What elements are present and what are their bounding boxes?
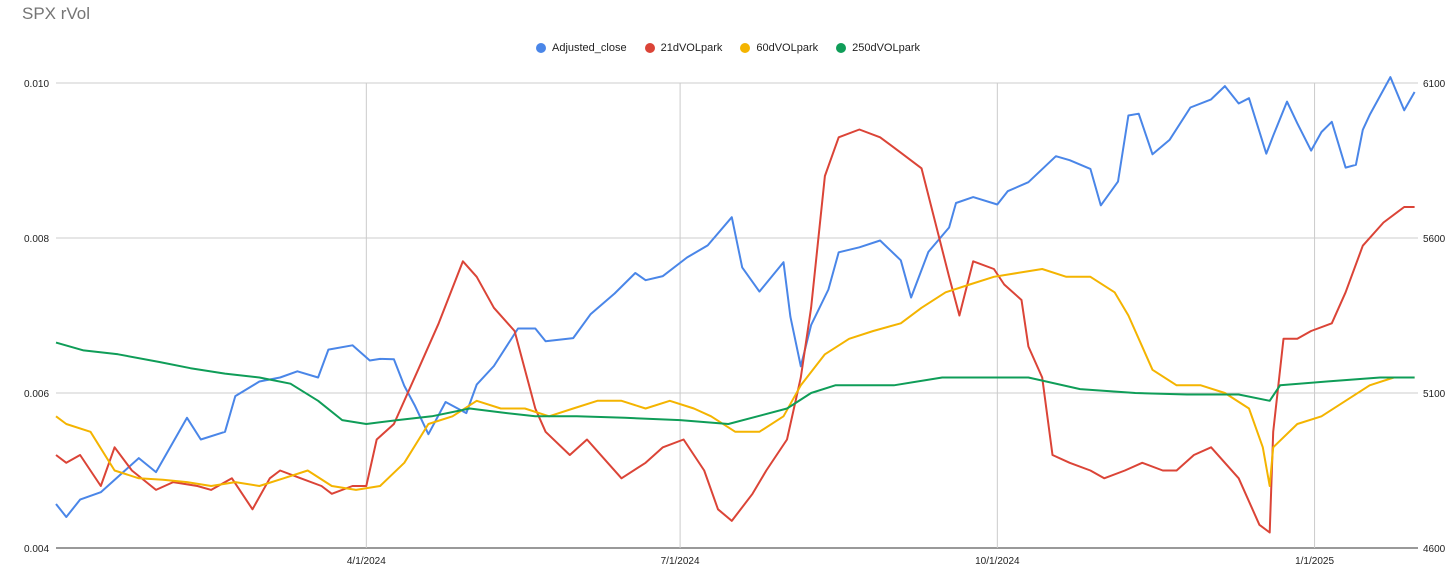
series-line-250dvolpark	[55, 341, 1415, 425]
legend-swatch	[535, 43, 546, 53]
y-right-tick-label: 5600	[1423, 234, 1446, 245]
y-left-tick-label: 0.010	[24, 79, 49, 90]
x-tick-label: 1/1/2025	[1295, 556, 1334, 567]
legend-label: 60dVOLpark	[756, 42, 819, 54]
chart-title: SPX rVol	[22, 4, 91, 23]
legend-item: 60dVOLpark	[740, 42, 818, 54]
series-line-60dvolpark	[55, 268, 1415, 491]
series-line-adjusted-close	[55, 76, 1416, 518]
y-right-tick-label: 6100	[1423, 79, 1446, 90]
x-tick-label: 7/1/2024	[661, 556, 700, 567]
y-left-tick-label: 0.006	[24, 389, 49, 400]
legend-item: 21dVOLpark	[644, 42, 723, 54]
legend-swatch	[644, 43, 655, 53]
chart-legend: Adjusted_close 21dVOLpark 60dVOLpark 250dVO…	[0, 42, 1456, 54]
series-line-21dvolpark	[55, 128, 1415, 534]
y-right-tick-label: 5100	[1423, 389, 1446, 400]
x-tick-label: 4/1/2024	[347, 556, 386, 567]
y-left-tick-label: 0.008	[24, 234, 49, 245]
legend-swatch	[740, 43, 751, 53]
legend-swatch	[836, 43, 847, 53]
legend-label: Adjusted_close	[551, 42, 627, 54]
y-left-tick-label: 0.004	[24, 544, 49, 555]
legend-item: Adjusted_close	[535, 42, 627, 54]
gridlines	[56, 82, 1418, 549]
legend-item: 250dVOLpark	[836, 42, 920, 54]
legend-label: 21dVOLpark	[660, 42, 723, 54]
x-tick-label: 10/1/2024	[975, 556, 1020, 567]
legend-label: 250dVOLpark	[852, 42, 921, 54]
y-right-tick-label: 4600	[1423, 544, 1446, 555]
